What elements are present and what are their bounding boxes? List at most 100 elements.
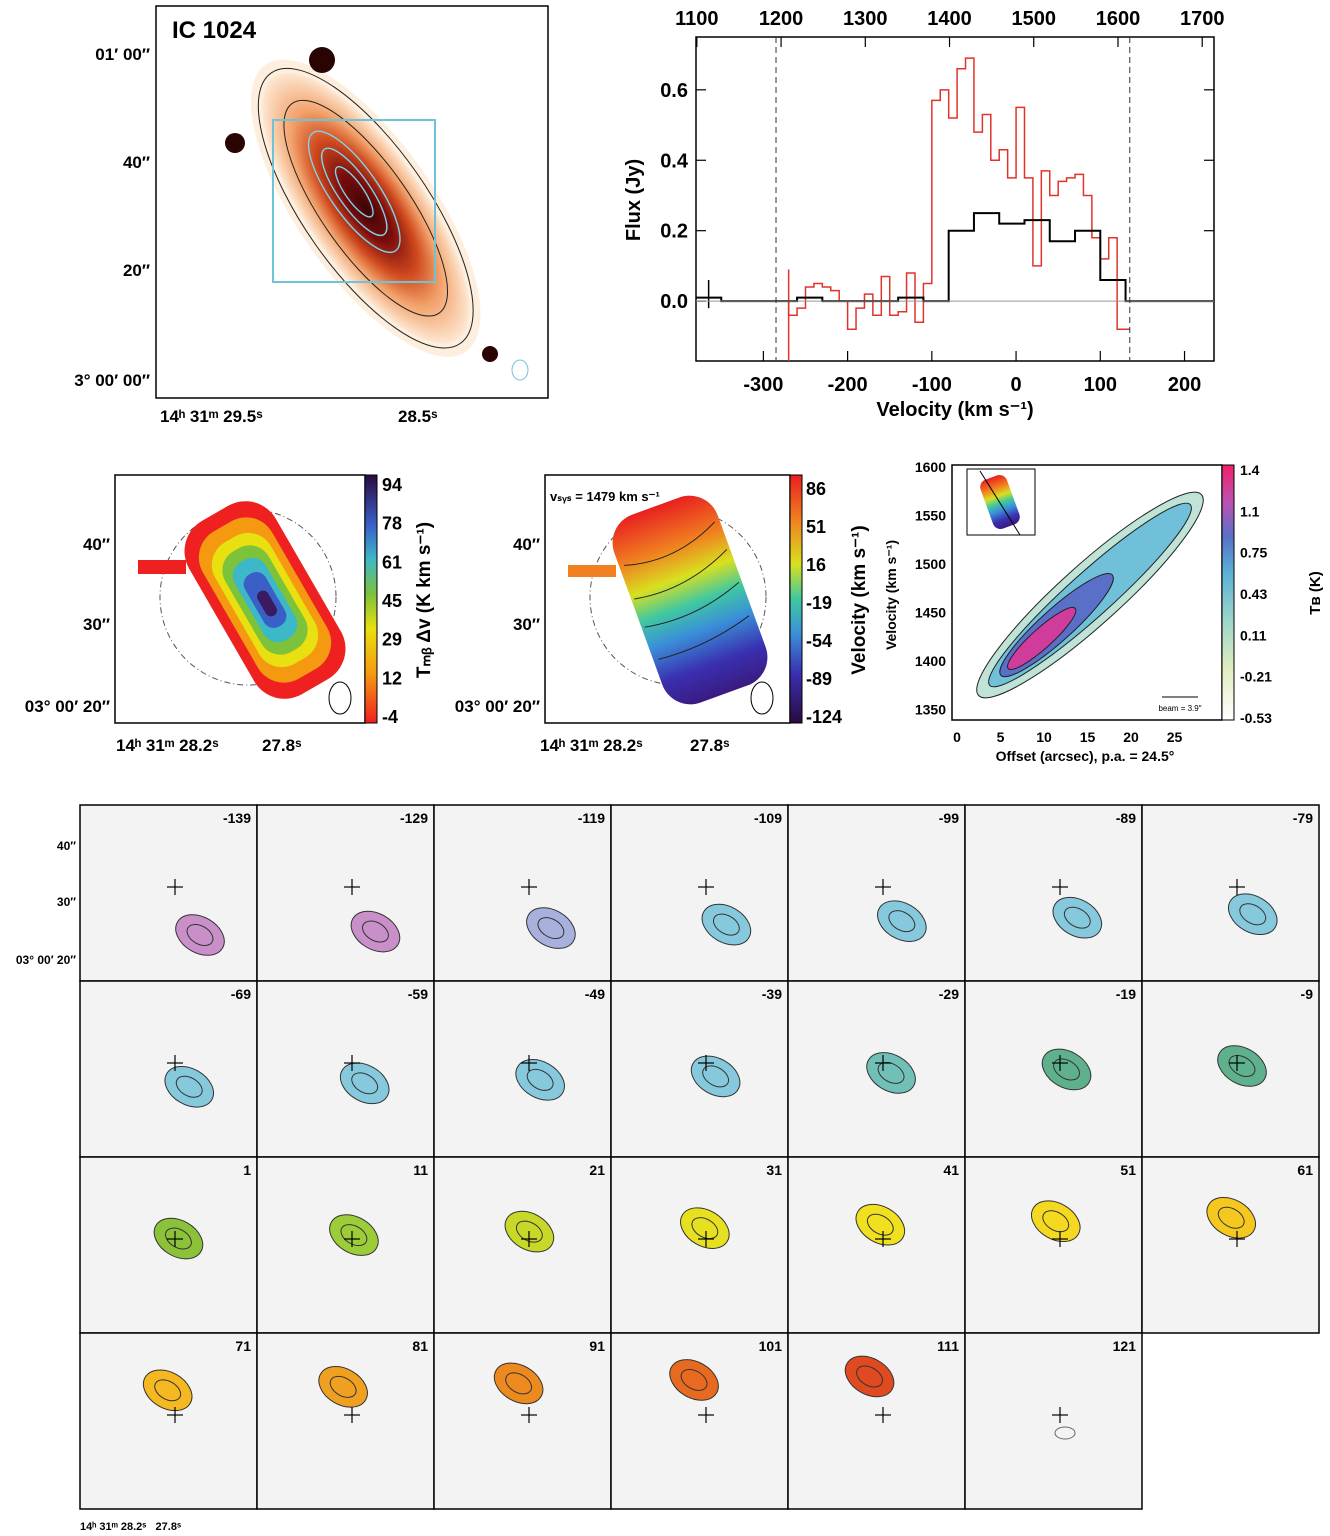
top-tick-label: 1300	[843, 8, 888, 30]
galaxy-image	[250, 59, 481, 357]
channel-velocity-label: 91	[589, 1338, 605, 1354]
y-axis-ticks: 0.0 0.2 0.4 0.6	[660, 80, 1214, 313]
channel-panel: -129	[256, 804, 435, 982]
channel-panel: -119	[433, 804, 612, 982]
top-tick-label: 1400	[927, 8, 972, 30]
channel-velocity-label: -129	[400, 810, 428, 826]
emission-contour	[691, 1217, 719, 1240]
bottom-tick-label: 0	[1011, 374, 1022, 396]
bottom-tick-label: -300	[743, 374, 783, 396]
channel-velocity-label: 71	[235, 1338, 251, 1354]
emission-contour	[1239, 903, 1267, 926]
galaxy-title: IC 1024	[172, 17, 257, 44]
channel-panel: 81	[256, 1332, 435, 1510]
cyan-box	[272, 119, 436, 283]
colorbar-tick-label: 86	[806, 479, 826, 499]
colorbar-tick-label: 29	[382, 630, 402, 650]
channel-velocity-label: -119	[578, 810, 605, 826]
channel-frame	[610, 804, 789, 982]
channel-panel: 61	[1141, 1156, 1320, 1334]
beam-ellipse	[511, 359, 529, 381]
colorbar-tick-label: 78	[382, 514, 402, 534]
channel-velocity-label: -9	[1301, 986, 1314, 1002]
channel-velocity-label: -59	[408, 986, 428, 1002]
m0-dec-1: 40″	[83, 535, 110, 554]
moment0-colorbar-ticks: 94 78 61 45 29 12 -4	[382, 475, 402, 727]
beam-ellipse	[328, 681, 352, 715]
colorbar-tick-label: 16	[806, 555, 826, 575]
emission-blob	[329, 1214, 379, 1256]
spectrum-series	[696, 57, 1214, 361]
pv-colorbar	[1221, 464, 1235, 721]
bottom-tick-label: 100	[1084, 374, 1117, 396]
emission-contour	[186, 924, 214, 946]
channel-velocity-label: 41	[943, 1162, 959, 1178]
noise-contour	[1054, 1426, 1076, 1440]
channel-frame	[610, 1332, 789, 1510]
channel-frame	[787, 1156, 966, 1334]
channel-frame	[433, 804, 612, 982]
emission-blob	[844, 1355, 895, 1398]
moment1-colorbar	[789, 474, 803, 724]
m0-ra-2: 27.8ˢ	[262, 736, 301, 755]
pv-x-tick-label: 10	[1036, 729, 1052, 745]
m1-colorbar-label: Velocity (km s⁻¹)	[849, 525, 870, 674]
channel-panel: 71	[79, 1332, 258, 1510]
channel-velocity-label: 81	[412, 1338, 428, 1354]
channel-frame	[433, 1332, 612, 1510]
colorbar-tick-label: 45	[382, 591, 402, 611]
channel-panel: -39	[610, 980, 789, 1158]
pv-x-label: Offset (arcsec), p.a. = 24.5°	[996, 748, 1175, 764]
spectrum-series-1	[696, 212, 1214, 303]
channel-panel: 101	[610, 1332, 789, 1510]
m1-ra-2: 27.8ˢ	[690, 736, 729, 755]
channel-grid: -139 -129 -119 -109 -99 -89 -79 -69 -59 -49 -39 -29…	[79, 804, 1320, 1510]
channel-panel: -59	[256, 980, 435, 1158]
moment0-blob	[138, 560, 186, 574]
m1-dec-2: 30″	[513, 615, 540, 634]
channel-frame	[79, 804, 258, 982]
beam-ellipse	[750, 681, 774, 715]
emission-contour	[856, 1365, 883, 1388]
dec-tick-3: 20″	[123, 261, 150, 280]
channel-velocity-label: -139	[223, 810, 251, 826]
channel-velocity-label: -29	[939, 986, 959, 1002]
channel-panel: 121	[964, 1332, 1143, 1510]
top-tick-label: 1500	[1012, 8, 1057, 30]
colorbar-tick-label: 0.11	[1240, 627, 1267, 643]
chan-dec-2: 30″	[57, 895, 76, 909]
channel-velocity-label: -99	[939, 810, 959, 826]
emission-blob	[339, 1062, 390, 1105]
moment1-panel: vₛᵧₛ = 1479 km s⁻¹ 40″ 30″ 03° 00′ 20″ 1…	[455, 474, 870, 755]
channel-frame	[787, 804, 966, 982]
dec-tick-2: 40″	[123, 153, 150, 172]
pv-diagram-panel: beam = 3.9″ 1600 1550 1500 1450 1400 1350 0 5 1…	[883, 459, 1324, 764]
spectrum-chart: 1100 1200 1300 1400 1500 1600 1700 -300 -200 -10…	[623, 8, 1224, 421]
bottom-tick-label: -200	[828, 374, 868, 396]
pv-y-tick-label: 1400	[915, 653, 946, 669]
channel-panel: 31	[610, 1156, 789, 1334]
emission-blob	[1052, 896, 1103, 939]
pv-y-ticks: 1600 1550 1500 1450 1400 1350	[915, 459, 946, 718]
dec-tick-1: 01′ 00″	[95, 45, 150, 64]
emission-blob	[1228, 893, 1278, 936]
spectrum-x-label: Velocity (km s⁻¹)	[876, 399, 1033, 421]
m0-colorbar-label: Tₘᵦ Δv (K km s⁻¹)	[414, 522, 435, 678]
channel-frame	[964, 1332, 1143, 1510]
channel-panel: -49	[433, 980, 612, 1158]
m0-ra-1: 14ʰ 31ᵐ 28.2ˢ	[116, 736, 219, 755]
emission-blob	[701, 903, 752, 946]
inset-velocity-map	[980, 475, 1020, 529]
channel-frame	[256, 1332, 435, 1510]
channel-velocity-label: 61	[1297, 1162, 1313, 1178]
colorbar-tick-label: 1.4	[1240, 462, 1260, 478]
bottom-axis-ticks: -300 -200 -100 0 100 200	[743, 351, 1201, 396]
channel-panel: 1	[79, 1156, 258, 1334]
pv-x-tick-label: 0	[953, 729, 961, 745]
channel-velocity-label: -89	[1116, 810, 1136, 826]
star-1	[309, 47, 335, 73]
pv-y-tick-label: 1550	[915, 508, 946, 524]
spectrum-y-label: Flux (Jy)	[623, 159, 645, 241]
top-tick-label: 1100	[675, 8, 718, 30]
chan-dec-1: 40″	[57, 839, 76, 853]
